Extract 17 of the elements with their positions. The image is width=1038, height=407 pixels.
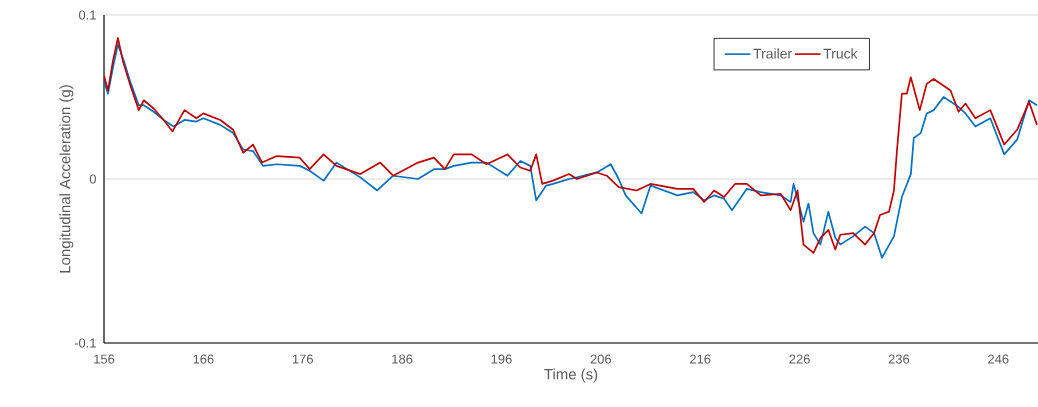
x-tick-label: 246 bbox=[988, 354, 1009, 364]
y-tick-label: -0.1 bbox=[74, 338, 96, 348]
y-tick-label: 0 bbox=[89, 174, 96, 184]
y-tick-label: 0.1 bbox=[79, 10, 96, 20]
x-tick-label: 216 bbox=[690, 354, 711, 364]
x-tick-label: 156 bbox=[94, 354, 115, 364]
legend-label: Truck bbox=[823, 48, 858, 59]
y-axis-title: Longitudinal Acceleration (g) bbox=[59, 85, 74, 273]
x-tick-label: 206 bbox=[590, 354, 612, 364]
legend-label: Trailer bbox=[753, 48, 792, 59]
x-axis-title: Time (s) bbox=[544, 368, 598, 383]
x-tick-label: 226 bbox=[789, 354, 810, 364]
x-tick-label: 166 bbox=[193, 354, 214, 364]
x-tick-label: 236 bbox=[888, 354, 910, 364]
x-tick-label: 186 bbox=[392, 354, 413, 364]
x-tick-label: 176 bbox=[292, 354, 313, 364]
x-tick-label: 196 bbox=[491, 354, 512, 364]
